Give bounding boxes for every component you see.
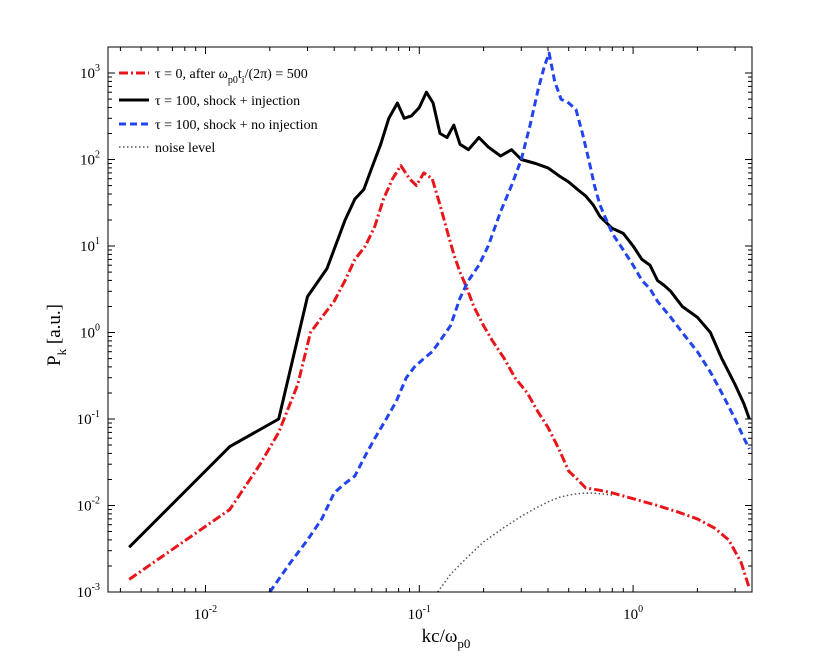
y-tick-label: 100 <box>80 323 100 342</box>
x-tick-label-base: 10 <box>408 607 423 623</box>
y-tick-label-exponent: -1 <box>92 409 100 420</box>
legend-label-shock-injection: τ = 100, shock + injection <box>155 94 300 109</box>
legend-label-shock-no-injection: τ = 100, shock + no injection <box>155 118 318 133</box>
y-tick-label-exponent: 1 <box>95 236 100 247</box>
x-tick-label-exponent: 0 <box>638 604 643 615</box>
y-tick-label: 101 <box>80 236 100 255</box>
legend-label-tau0-sub1: p0 <box>228 75 238 86</box>
legend-label-tau0-sub2: i <box>242 75 245 86</box>
y-tick-label-exponent: 0 <box>95 323 100 334</box>
x-tick-label-base: 10 <box>194 607 209 623</box>
y-tick-label: 10-3 <box>77 582 100 601</box>
series-line-2 <box>268 51 751 593</box>
series-line-0 <box>128 164 751 589</box>
y-tick-label-exponent: 2 <box>95 150 100 161</box>
legend-label-noise-level: noise level <box>155 141 215 156</box>
x-tick-label-exponent: -1 <box>423 604 431 615</box>
y-tick-label: 10-1 <box>77 409 100 428</box>
y-tick-label-base: 10 <box>77 412 92 428</box>
y-tick-label-base: 10 <box>77 585 92 601</box>
y-axis-label-main: P <box>44 355 65 366</box>
x-axis-label-main: kc/ω <box>422 626 458 647</box>
legend-label-tau0: τ = 0, after ωp0ti/(2π) = 500 <box>155 67 308 86</box>
y-axis-label-rest: [a.u.] <box>44 304 65 349</box>
legend-label-tau0-b: t <box>238 67 242 82</box>
legend-label-tau0-c: /(2π) = 500 <box>245 67 308 82</box>
plot-frame <box>107 46 753 593</box>
y-tick-label-base: 10 <box>80 326 95 342</box>
x-tick-label-exponent: -2 <box>209 604 217 615</box>
legend: τ = 0, after ωp0ti/(2π) = 500 τ = 100, s… <box>119 67 318 156</box>
y-axis-label: Pk [a.u.] <box>44 304 69 366</box>
y-tick-label-base: 10 <box>80 239 95 255</box>
y-axis-label-sub: k <box>54 348 69 355</box>
y-tick-label: 10-2 <box>77 496 100 515</box>
x-tick-label: 10-2 <box>194 604 217 623</box>
y-tick-label-exponent: -2 <box>92 496 100 507</box>
x-tick-label: 100 <box>623 604 643 623</box>
y-tick-label-exponent: 3 <box>95 63 100 74</box>
y-tick-label: 102 <box>80 150 100 169</box>
y-tick-label-exponent: -3 <box>92 582 100 593</box>
y-tick-label-base: 10 <box>77 499 92 515</box>
y-tick-label-base: 10 <box>80 66 95 82</box>
y-tick-label: 103 <box>80 63 100 82</box>
series-line-1 <box>128 90 751 549</box>
x-tick-label-base: 10 <box>623 607 638 623</box>
legend-label-tau0-a: τ = 0, after ω <box>155 67 228 82</box>
series-line-3 <box>437 492 613 593</box>
axes-layer <box>107 46 753 593</box>
x-tick-label: 10-1 <box>408 604 431 623</box>
x-axis-label-sub: p0 <box>457 636 470 651</box>
x-axis-label: kc/ωp0 <box>422 626 471 651</box>
y-tick-label-base: 10 <box>80 153 95 169</box>
series-layer <box>128 51 751 593</box>
